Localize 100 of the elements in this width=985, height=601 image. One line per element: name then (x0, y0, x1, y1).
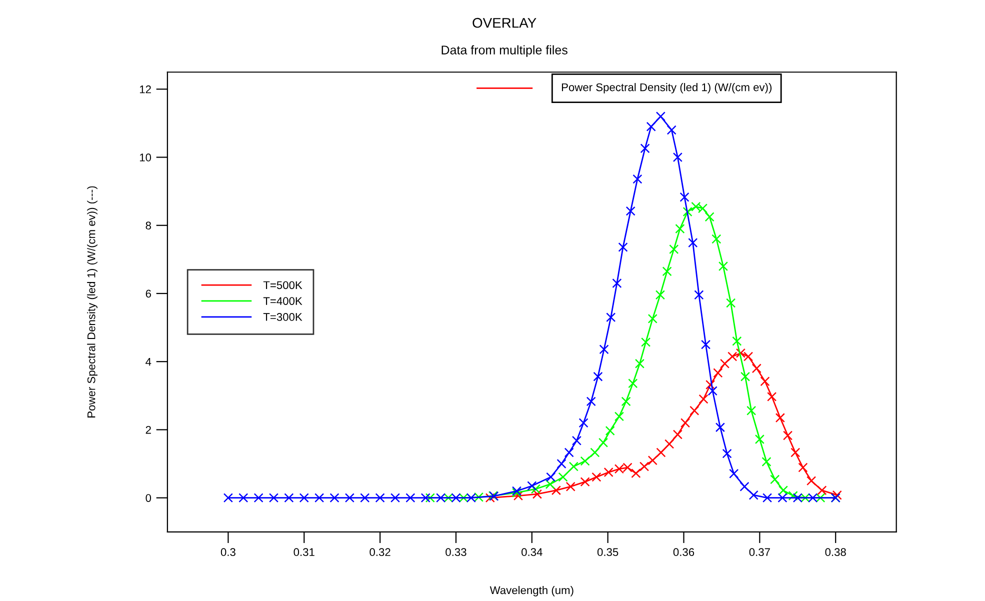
point (672, 152, 682, 162)
point (778, 493, 788, 503)
point (808, 493, 818, 503)
point (546, 472, 556, 482)
point (572, 436, 582, 446)
point (746, 406, 756, 416)
point (817, 486, 827, 496)
point (656, 448, 666, 458)
point (655, 290, 666, 300)
point (238, 493, 248, 503)
x-tick-label: 0.3 (220, 548, 236, 556)
point (767, 392, 777, 402)
point (762, 456, 772, 467)
point (832, 490, 842, 500)
point (690, 406, 700, 416)
point (754, 434, 764, 444)
point (680, 192, 690, 202)
legend-label: T=500K (263, 281, 302, 290)
point (641, 337, 651, 347)
point (680, 418, 690, 428)
point (390, 493, 400, 503)
point (474, 492, 484, 502)
point (425, 493, 435, 503)
point (444, 493, 454, 503)
point (632, 174, 642, 184)
point (314, 493, 324, 503)
point (605, 426, 615, 436)
point (628, 378, 638, 388)
point (344, 493, 354, 503)
point (688, 238, 698, 248)
point (614, 412, 624, 422)
point (729, 468, 739, 478)
point (580, 477, 590, 487)
point (268, 493, 279, 503)
point (698, 394, 708, 404)
point (806, 476, 816, 486)
point (646, 122, 656, 132)
point (713, 368, 723, 378)
point (669, 244, 679, 254)
point (640, 144, 650, 154)
point (586, 396, 596, 406)
x-axis-title: Wavelength (um) (490, 586, 574, 596)
point (556, 458, 566, 469)
point (675, 224, 685, 234)
point (592, 472, 602, 482)
point (790, 448, 800, 458)
point (666, 125, 676, 135)
point (775, 413, 785, 423)
point (648, 456, 658, 466)
annotation: Power Spectral Density (led 1) (W/(cm ev)) (562, 83, 772, 94)
point (770, 474, 780, 484)
point (788, 490, 798, 501)
y-tick-label: 8 (146, 222, 151, 230)
point (599, 344, 609, 354)
point (662, 266, 672, 276)
point (715, 422, 725, 432)
point (532, 489, 542, 499)
point (375, 493, 385, 503)
point (728, 352, 738, 362)
y-tick-label: 0 (146, 494, 152, 502)
point (700, 340, 711, 350)
chart-subtitle: Data from multiple files (442, 45, 568, 57)
point (760, 376, 770, 386)
x-tick-label: 0.35 (597, 548, 618, 556)
point (406, 493, 416, 503)
point (564, 448, 574, 458)
point (726, 298, 736, 308)
point (631, 468, 641, 478)
point (720, 358, 730, 368)
point (800, 493, 810, 503)
point (816, 493, 826, 503)
chart-title: OVERLAY (472, 18, 536, 28)
point (551, 486, 561, 496)
point (621, 396, 631, 406)
point (558, 472, 568, 482)
point (612, 278, 622, 288)
point (254, 493, 264, 503)
point (530, 484, 540, 494)
point (682, 206, 692, 217)
y-tick-label: 4 (146, 358, 152, 366)
point (626, 206, 636, 216)
point (708, 386, 718, 396)
point (330, 493, 340, 503)
legend-label: T=300K (263, 313, 302, 321)
point (762, 493, 772, 503)
point (672, 430, 682, 440)
point (458, 493, 468, 503)
point (736, 348, 746, 358)
x-tick-label: 0.32 (370, 548, 390, 556)
point (732, 336, 742, 346)
point (664, 439, 674, 449)
x-tick-label: 0.38 (825, 548, 846, 556)
point (466, 493, 476, 503)
point (634, 358, 645, 368)
point (694, 290, 704, 300)
point (568, 462, 578, 472)
point (722, 448, 732, 458)
point (420, 493, 430, 503)
point (639, 462, 650, 472)
point (606, 312, 616, 322)
